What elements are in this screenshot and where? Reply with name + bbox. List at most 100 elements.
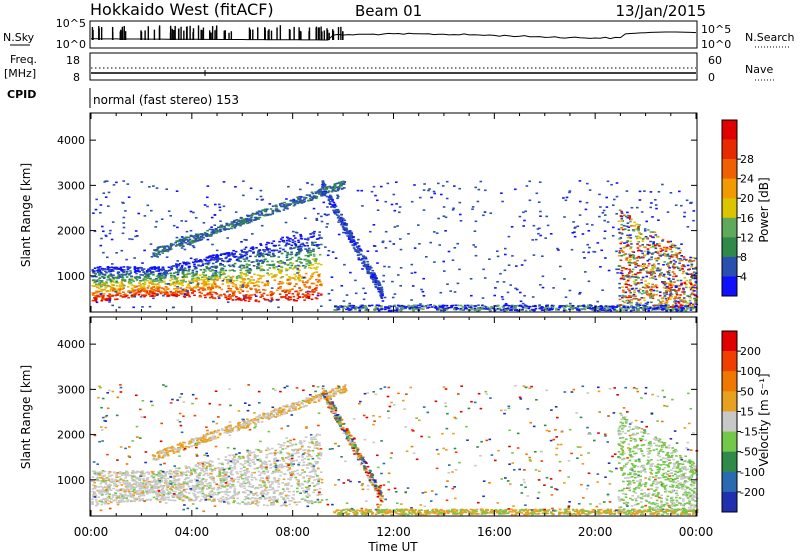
power-echo [660,306,663,308]
power-echo [205,259,208,262]
power-echo [232,253,235,256]
power-echo [458,187,461,190]
power-echo [153,295,156,297]
power-echo [663,261,666,263]
power-echo [185,290,189,293]
power-echo [637,290,640,292]
freq-label-top: Freq. [10,53,37,66]
power-echo [310,282,314,285]
velocity-echo [156,499,159,501]
power-echo [120,281,123,283]
power-echo [590,305,593,307]
power-echo [361,268,364,270]
power-echo [323,184,327,186]
power-echo [219,220,222,222]
power-echo [571,232,575,234]
velocity-echo [192,492,195,495]
power-echo [143,249,146,252]
power-echo [101,225,104,228]
power-echo [641,290,645,292]
power-echo [276,299,280,301]
power-echo [662,264,665,266]
power-echo [228,293,231,296]
power-echo [167,283,170,285]
power-echo [119,292,122,295]
power-echo [281,290,284,292]
power-echo [647,229,650,231]
power-echo [209,288,213,291]
power-echo [314,258,318,260]
power-echo [257,264,260,267]
power-echo [364,305,368,307]
power-echo [620,267,624,269]
power-echo [192,240,196,243]
power-echo [117,274,121,276]
power-echo [270,297,274,299]
power-echo [115,266,119,269]
power-echo [657,263,660,265]
power-echo [240,299,243,302]
power-echo [646,252,650,255]
power-echo [383,296,387,299]
power-echo [94,208,98,211]
velocity-echo [298,474,302,476]
power-echo [217,285,220,288]
power-echo [263,210,267,212]
power-echo [525,185,529,187]
power-echo [587,230,591,232]
power-echo [376,308,380,310]
power-echo [241,221,245,223]
power-echo [469,308,472,311]
power-echo [304,238,307,240]
power-echo [300,202,304,204]
power-echo [419,303,422,305]
power-echo [148,281,151,284]
power-echo [615,182,619,184]
power-echo [324,192,328,194]
power-echo [169,215,172,217]
power-echo [331,187,335,190]
power-echo [454,307,457,309]
power-echo [578,309,581,312]
power-echo [634,273,637,276]
power-echo [285,256,289,259]
power-echo [646,305,649,308]
power-echo [174,241,177,244]
power-echo [685,286,688,289]
power-echo [262,292,266,295]
power-echo [309,264,313,266]
power-echo [209,277,213,279]
power-echo [284,296,287,298]
power-echo [359,305,363,308]
power-echo [284,263,287,265]
power-colorbar-label: Power [dB] [757,177,771,242]
power-echo [298,287,301,289]
power-echo [683,211,686,214]
power-echo [374,306,378,308]
power-echo [222,278,226,280]
power-echo [169,246,173,249]
power-echo [213,281,216,283]
power-echo [360,259,363,261]
power-echo [144,273,148,275]
power-echo [188,295,191,298]
power-echo [329,200,332,203]
power-echo [354,250,357,252]
power-echo [218,275,222,278]
velocity-echo [106,490,110,492]
power-echo [93,285,96,287]
power-echo [633,262,637,265]
power-echo [381,241,385,244]
power-echo [672,264,675,267]
power-echo [372,275,375,277]
power-echo [176,273,180,276]
velocity-echo [278,464,282,466]
power-echo [625,257,628,259]
power-echo [111,304,114,307]
power-echo [620,232,623,234]
power-echo [528,305,532,308]
power-echo [234,255,238,258]
power-echo [350,239,354,241]
power-echo [341,221,345,224]
power-echo [603,230,607,232]
